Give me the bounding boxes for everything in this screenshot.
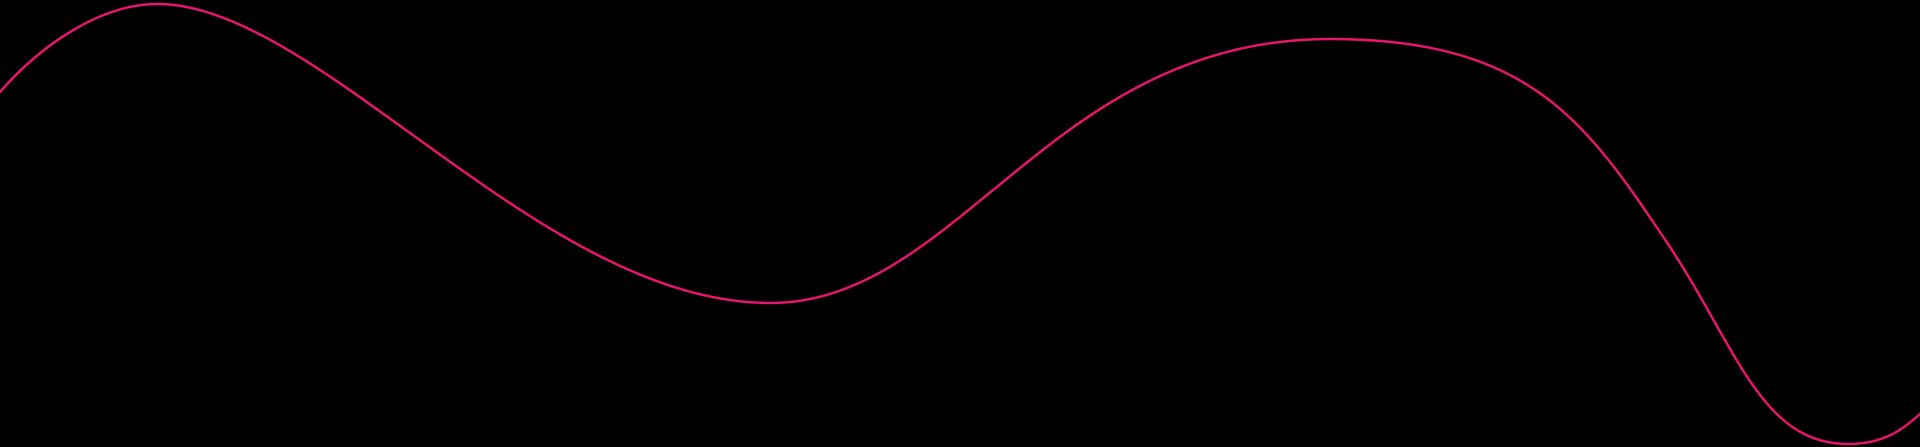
line-chart (0, 2, 1920, 446)
waveform-curve (0, 2, 1920, 446)
black-canvas (0, 2, 1920, 446)
